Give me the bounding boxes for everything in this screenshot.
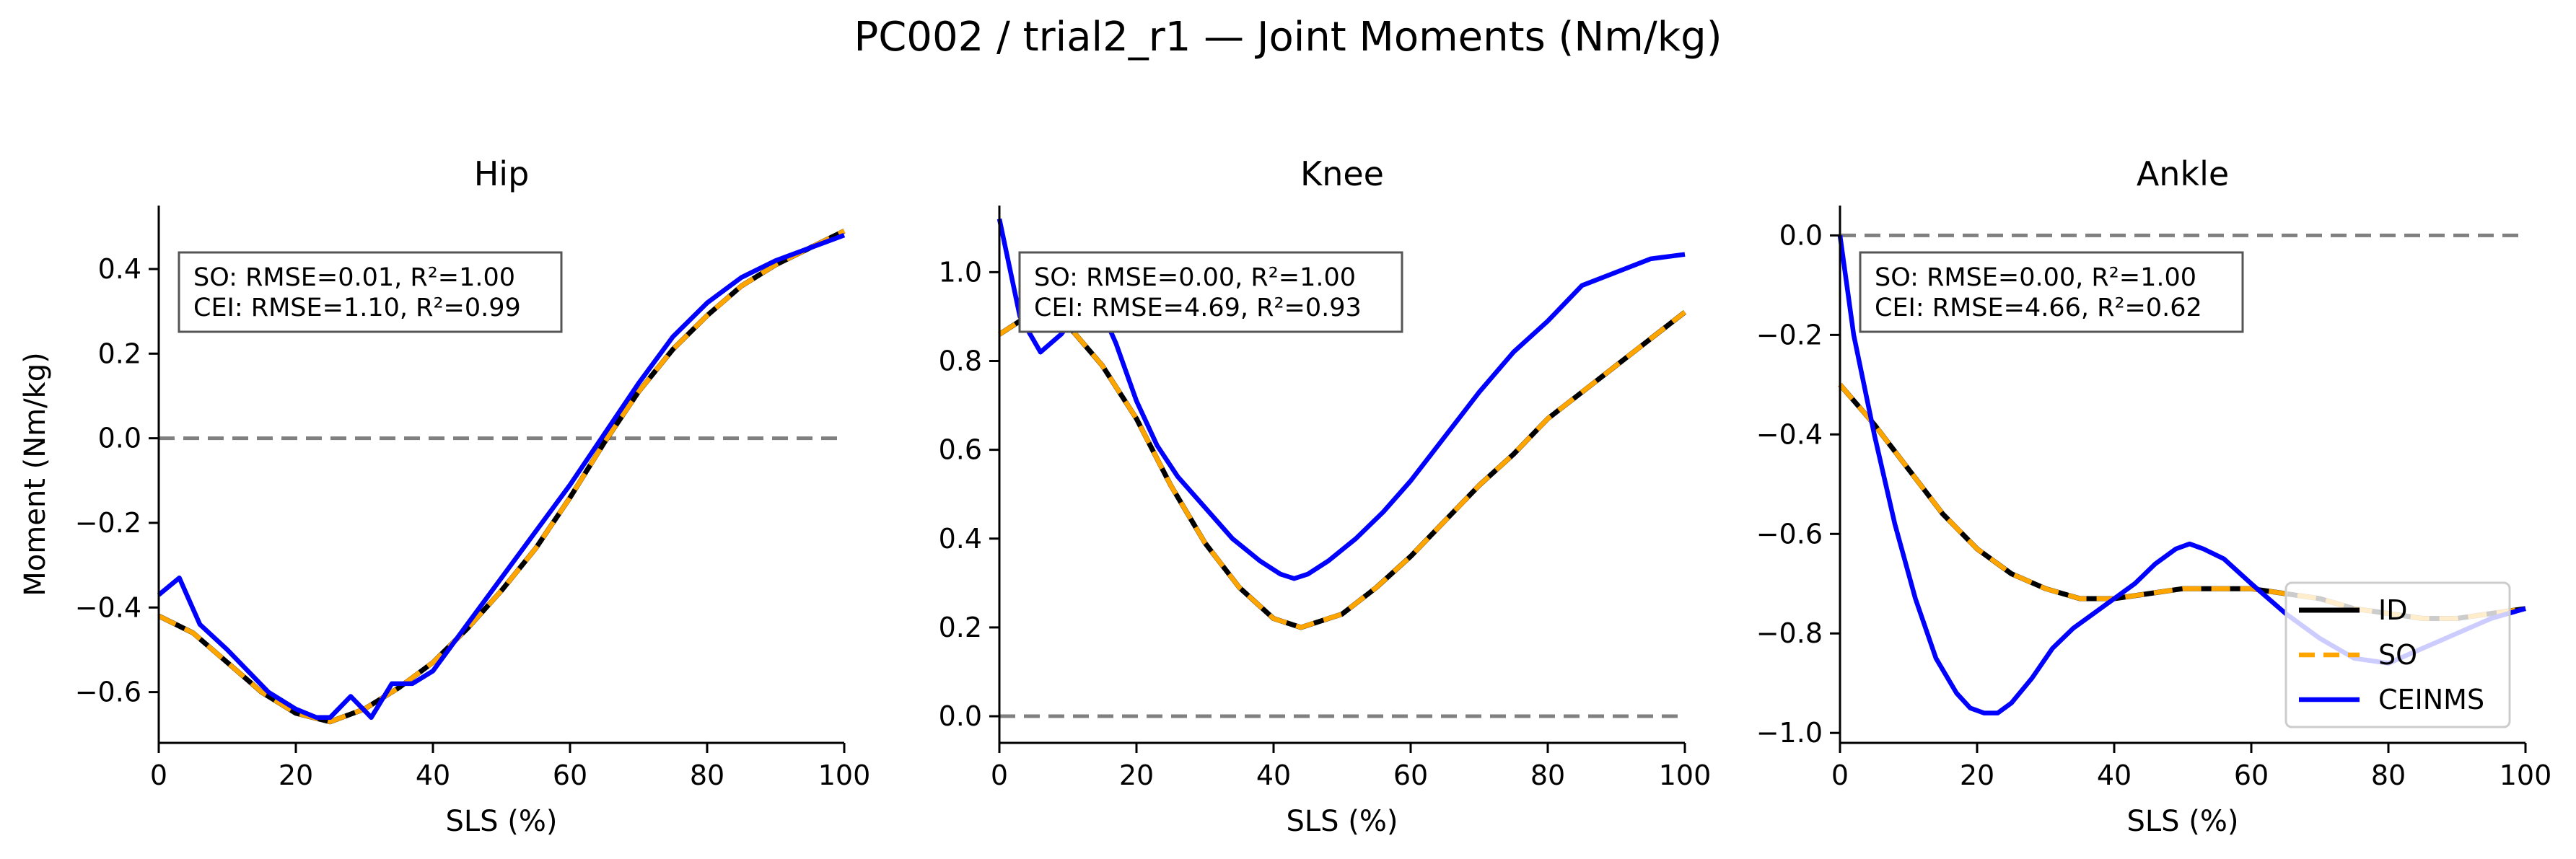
x-tick-label: 60 (2234, 759, 2269, 791)
x-tick-label: 20 (1119, 759, 1154, 791)
y-tick-label: −0.2 (75, 507, 141, 539)
y-tick-label: −0.4 (1756, 418, 1823, 450)
annotation-line: SO: RMSE=0.00, R²=1.00 (1034, 263, 1356, 292)
y-tick-label: 0.0 (98, 423, 141, 454)
legend-label-id: ID (2378, 594, 2407, 626)
panel-hip: Hip 0 20 40 60 80 100 −0.6 −0.4 −0.2 0.0 0.2 0.4 SLS … (19, 154, 870, 838)
panel-knee: Knee 0 20 40 60 80 100 0.0 0.2 0.4 0.6 0.8 1.0 SLS (%… (939, 154, 1712, 838)
y-tick-label: −0.6 (1756, 518, 1823, 550)
panel-title: Ankle (2137, 154, 2229, 193)
x-tick-label: 0 (1831, 759, 1849, 791)
y-tick-label: −0.4 (75, 591, 141, 623)
legend: ID SO CEINMS (2284, 581, 2511, 728)
annotation-box (1859, 251, 2244, 333)
x-tick-label: 80 (1530, 759, 1565, 791)
x-tick-label: 80 (2371, 759, 2406, 791)
y-tick-label: −0.2 (1756, 319, 1823, 351)
annotation-line: CEI: RMSE=4.69, R²=0.93 (1034, 294, 1362, 322)
x-tick-label: 20 (279, 759, 313, 791)
series-line-so (998, 309, 1686, 630)
panel-title: Knee (1300, 154, 1384, 193)
x-tick-label: 100 (2500, 759, 2552, 791)
x-tick-label: 0 (991, 759, 1008, 791)
x-axis-label: SLS (%) (446, 805, 558, 838)
y-axis-label: Moment (Nm/kg) (19, 352, 52, 596)
y-tick-label: 0.2 (98, 338, 141, 369)
y-tick-label: 0.4 (939, 523, 982, 555)
legend-label-so: SO (2378, 639, 2417, 671)
y-tick-label: −0.8 (1756, 617, 1823, 649)
series-line-ceinms (157, 233, 846, 721)
annotation-box (1018, 251, 1403, 333)
panel-ankle: Ankle 0 20 40 60 80 100 −1.0 −0.8 −0.6 −0.4 −0.2 0.0… (1756, 154, 2552, 838)
legend-box (2284, 581, 2511, 728)
x-tick-label: 40 (2097, 759, 2132, 791)
x-tick-label: 60 (553, 759, 587, 791)
x-tick-label: 0 (150, 759, 167, 791)
series-line-id (998, 309, 1687, 630)
annotation-line: SO: RMSE=0.01, R²=1.00 (193, 263, 515, 292)
x-tick-label: 80 (690, 759, 724, 791)
annotation-line: CEI: RMSE=4.66, R²=0.62 (1875, 294, 2202, 322)
series-line-so (157, 229, 846, 724)
y-tick-label: 0.0 (939, 700, 982, 732)
x-axis-label: SLS (%) (1287, 805, 1398, 838)
y-tick-label: −1.0 (1756, 717, 1823, 749)
x-tick-label: 40 (1256, 759, 1291, 791)
y-tick-label: −0.6 (75, 677, 141, 708)
x-tick-label: 100 (1659, 759, 1712, 791)
x-tick-label: 20 (1960, 759, 1994, 791)
x-tick-label: 100 (818, 759, 871, 791)
y-tick-label: 0.2 (939, 612, 982, 643)
figure-title: PC002 / trial2_r1 — Joint Moments (Nm/kg… (854, 14, 1722, 61)
x-tick-label: 40 (416, 759, 450, 791)
y-tick-label: 0.6 (939, 434, 982, 466)
y-tick-label: 0.0 (1779, 219, 1823, 251)
y-tick-label: 0.4 (98, 253, 141, 285)
x-axis-label: SLS (%) (2127, 805, 2239, 838)
x-tick-label: 60 (1393, 759, 1428, 791)
legend-label-ceinms: CEINMS (2378, 684, 2484, 715)
panel-title: Hip (474, 154, 530, 193)
y-tick-label: 1.0 (939, 256, 982, 288)
annotation-line: CEI: RMSE=1.10, R²=0.99 (193, 294, 521, 322)
y-tick-label: 0.8 (939, 345, 982, 376)
chart-panels: Hip 0 20 40 60 80 100 −0.6 −0.4 −0.2 0.0 0.2 0.4 SLS … (19, 154, 2551, 838)
annotation-box (178, 251, 563, 333)
annotation-line: SO: RMSE=0.00, R²=1.00 (1875, 263, 2196, 292)
